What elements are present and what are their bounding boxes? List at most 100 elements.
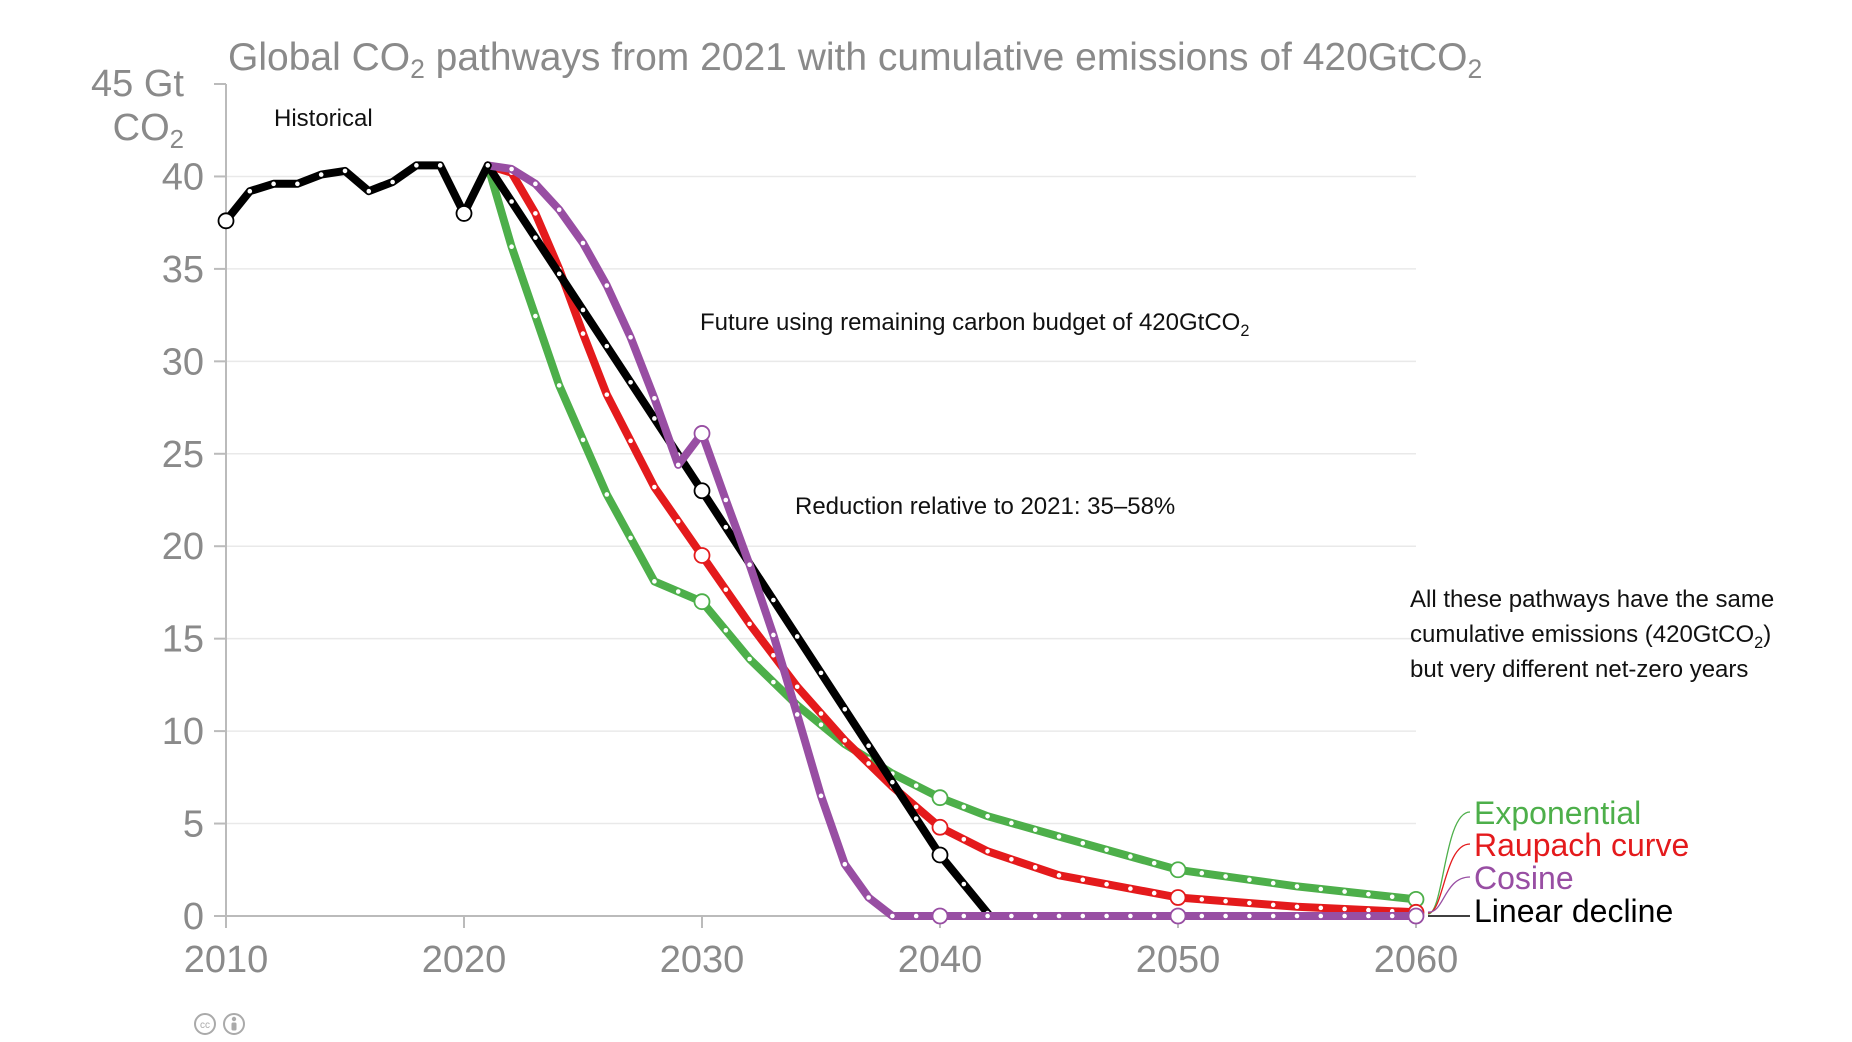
linear-decline-year-dot xyxy=(533,235,538,240)
y-tick-label: 25 xyxy=(162,434,204,476)
cosine-year-dot xyxy=(890,913,895,919)
cosine-year-dot xyxy=(1151,913,1157,919)
raupach-curve-marker xyxy=(931,818,949,836)
cosine-year-dot xyxy=(1366,913,1371,919)
cosine-year-dot xyxy=(580,240,586,246)
historical-year-dot xyxy=(318,172,324,177)
raupach-curve-marker xyxy=(1169,889,1187,906)
exponential-year-dot xyxy=(913,783,919,788)
cosine-year-dot xyxy=(556,207,562,213)
x-tick-label: 2020 xyxy=(422,939,507,981)
raupach-curve-year-dot xyxy=(604,392,610,397)
raupach-curve-year-dot xyxy=(675,518,681,524)
linear-decline-year-dot xyxy=(509,199,514,204)
cosine-year-dot xyxy=(1009,913,1014,919)
cosine-year-dot xyxy=(1128,913,1133,919)
future-budget-annotation: Future using remaining carbon budget of … xyxy=(700,309,1249,340)
legend-label: Raupach curve xyxy=(1474,827,1689,863)
cosine-year-dot xyxy=(1104,913,1109,919)
exponential-year-dot xyxy=(604,492,610,497)
cosine-marker xyxy=(693,425,711,442)
cosine-year-dot xyxy=(675,462,681,468)
exponential-year-dot xyxy=(771,679,776,685)
raupach-curve-year-dot xyxy=(533,211,538,216)
raupach-curve-year-dot xyxy=(1032,865,1038,870)
raupach-curve-year-dot xyxy=(1366,907,1371,913)
x-tick-labels: 2010 2020 2030 2040 2050 2060 xyxy=(184,939,1459,981)
cosine-year-dot xyxy=(1270,913,1276,919)
cosine-year-dot xyxy=(509,166,514,172)
gridlines xyxy=(226,175,1416,825)
linear-decline-year-dot xyxy=(580,307,586,313)
exponential-year-dot xyxy=(628,535,633,541)
cosine-year-dot xyxy=(1342,913,1347,919)
x-tick-label: 2050 xyxy=(1136,939,1221,981)
raupach-curve-year-dot xyxy=(1223,898,1228,904)
cosine-marker xyxy=(1169,907,1187,925)
y-tick-label: 30 xyxy=(162,341,204,383)
raupach-curve-year-dot xyxy=(1104,881,1109,887)
exponential-year-dot xyxy=(1080,840,1086,846)
exponential-year-dot xyxy=(652,579,657,584)
raupach-curve-year-dot xyxy=(771,653,776,658)
exponential-year-dot xyxy=(1056,834,1062,839)
linear-decline-year-dot xyxy=(604,343,610,349)
exponential-year-dot xyxy=(556,383,562,388)
cosine-year-dot xyxy=(604,283,610,288)
cosine-year-dot xyxy=(913,913,919,919)
historical-line xyxy=(222,161,492,225)
exponential-marker xyxy=(693,593,711,611)
cosine-year-dot xyxy=(794,712,800,717)
cosine-year-dot xyxy=(1080,913,1086,919)
exponential-marker xyxy=(1169,861,1187,879)
linear-decline-year-dot xyxy=(652,416,657,421)
exponential-year-dot xyxy=(1342,889,1347,894)
y-axis-label-line2: CO2 xyxy=(113,107,184,154)
raupach-curve-year-dot xyxy=(961,836,967,842)
cosine-marker xyxy=(1407,907,1425,925)
series-cosine xyxy=(483,161,1425,925)
raupach-curve-year-dot xyxy=(628,438,633,444)
exponential-year-dot xyxy=(1009,820,1014,826)
raupach-curve-year-dot xyxy=(842,738,848,743)
exponential-year-dot xyxy=(1389,894,1395,900)
raupach-curve-year-dot xyxy=(794,684,800,690)
legend-leader xyxy=(1427,843,1471,914)
exponential-year-dot xyxy=(985,813,990,819)
raupach-curve-year-dot xyxy=(913,804,919,810)
exponential-year-dot xyxy=(1247,877,1252,883)
exponential-year-dot xyxy=(675,589,681,594)
y-tick-labels: 0 5 10 15 20 25 30 35 40 xyxy=(162,156,204,938)
note-line-1: All these pathways have the same xyxy=(1410,586,1774,613)
legend-label: Exponential xyxy=(1474,795,1641,831)
x-tick-label: 2030 xyxy=(660,939,745,981)
raupach-curve-year-dot xyxy=(1199,897,1205,902)
linear-decline-marker xyxy=(931,846,949,864)
linear-decline-year-dot xyxy=(961,881,967,887)
historical-year-dot xyxy=(271,181,276,187)
raupach-curve-year-dot xyxy=(1342,906,1347,912)
exponential-year-dot xyxy=(723,628,729,633)
legend-leader xyxy=(1427,876,1471,913)
raupach-curve-year-dot xyxy=(1128,886,1133,891)
cosine-year-dot xyxy=(1056,913,1062,919)
raupach-curve-year-dot xyxy=(580,331,586,336)
raupach-curve-year-dot xyxy=(1009,857,1014,862)
y-tick-label: 5 xyxy=(183,804,204,846)
historical-marker xyxy=(455,205,473,222)
historical-year-dot xyxy=(437,163,443,168)
raupach-curve-year-dot xyxy=(652,484,657,490)
y-axis-label-line1: 45 Gt xyxy=(91,63,184,105)
raupach-curve-year-dot xyxy=(818,711,824,716)
cosine-year-dot xyxy=(1247,913,1252,919)
linear-decline-year-dot xyxy=(556,271,562,277)
exponential-year-dot xyxy=(1294,884,1300,889)
cosine-year-dot xyxy=(866,895,871,900)
raupach-curve-year-dot xyxy=(866,761,871,766)
raupach-curve-year-dot xyxy=(1270,902,1276,908)
linear-decline-year-dot xyxy=(794,634,800,639)
raupach-curve-year-dot xyxy=(1247,900,1252,906)
cosine-marker xyxy=(931,907,949,925)
note-line-2: cumulative emissions (420GtCO2) xyxy=(1410,621,1771,652)
